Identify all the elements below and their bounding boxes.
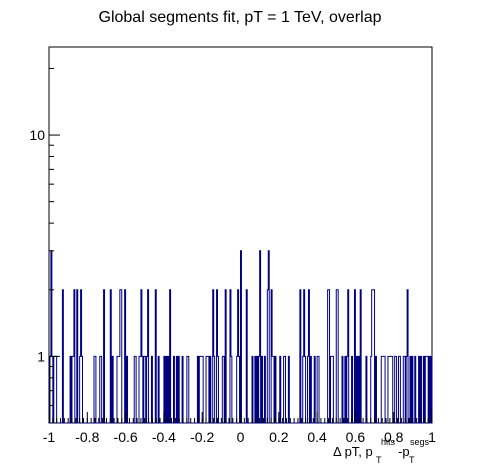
x-tick-label: 0.6 (346, 429, 366, 445)
x-tick-label: 0 (237, 429, 245, 445)
x-tick-label: 0.8 (384, 429, 404, 445)
x-tick-label: -0.4 (152, 429, 176, 445)
x-tick-label: -0.6 (114, 429, 138, 445)
x-tick-label: 1 (428, 429, 436, 445)
histogram-line (49, 250, 433, 424)
svg-text:T: T (376, 455, 382, 465)
histogram-series (49, 250, 433, 424)
svg-text:hits: hits (381, 437, 396, 447)
x-axis-label: Δ pT, p T hits -p T segs (333, 437, 430, 465)
y-tick-label: 10 (29, 127, 45, 143)
x-tick-label: 0.2 (269, 429, 289, 445)
svg-text:-p: -p (398, 444, 410, 459)
svg-text:segs: segs (410, 437, 430, 447)
x-tick-label: 0.4 (307, 429, 327, 445)
svg-text:T: T (409, 455, 415, 465)
svg-text:Δ pT, p: Δ pT, p (333, 444, 373, 459)
x-tick-label: -1 (43, 429, 56, 445)
x-axis: -1 -0.8 -0.6 -0.4 -0.2 0 0.2 0.4 0.6 0.8 1 (43, 412, 436, 445)
x-tick-label: -0.8 (75, 429, 99, 445)
x-tick-label: -0.2 (190, 429, 214, 445)
y-axis: 1 10 (29, 67, 60, 406)
chart-title: Global segments fit, pT = 1 TeV, overlap (99, 9, 382, 26)
y-tick-label: 1 (37, 348, 45, 364)
